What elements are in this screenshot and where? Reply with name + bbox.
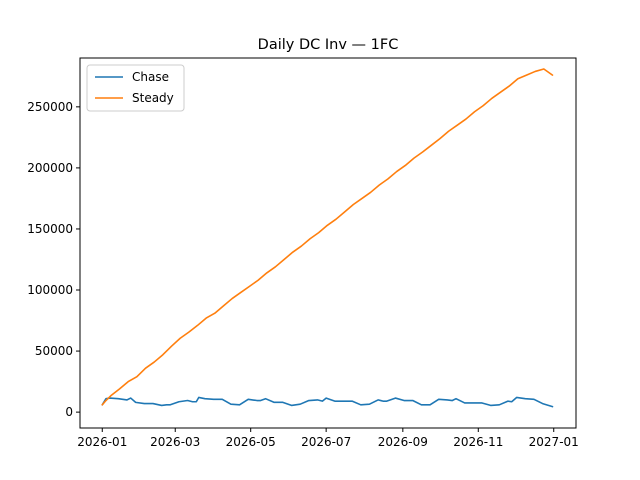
y-tick-label: 0	[65, 405, 73, 419]
x-tick-label: 2026-05	[226, 435, 276, 449]
plot-frame	[79, 57, 577, 429]
series-line-steady	[101, 68, 554, 406]
y-tick-label: 200000	[27, 161, 73, 175]
y-tick-label: 50000	[35, 344, 73, 358]
x-tick-label: 2026-03	[150, 435, 200, 449]
axis-layer: 2026-01 2026-03 2026-05 2026-07 2026-09 2026-…	[27, 100, 579, 449]
x-tick-label: 2026-07	[301, 435, 351, 449]
chart-title: Daily DC Inv — 1FC	[258, 37, 399, 53]
y-tick-label: 250000	[27, 100, 73, 114]
plot-area	[80, 58, 576, 428]
y-tick-label: 100000	[27, 283, 73, 297]
x-tick-label: 2026-01	[77, 435, 127, 449]
x-tick-label: 2026-09	[378, 435, 428, 449]
legend: Chase Steady	[86, 64, 185, 112]
x-tick-label: 2027-01	[529, 435, 579, 449]
series-line-chase	[101, 396, 554, 408]
legend-label-steady: Steady	[132, 91, 174, 105]
y-tick-label: 150000	[27, 222, 73, 236]
legend-label-chase: Chase	[132, 70, 169, 84]
plot-background	[80, 58, 576, 428]
x-tick-label: 2026-11	[453, 435, 503, 449]
series-layer	[101, 68, 554, 408]
